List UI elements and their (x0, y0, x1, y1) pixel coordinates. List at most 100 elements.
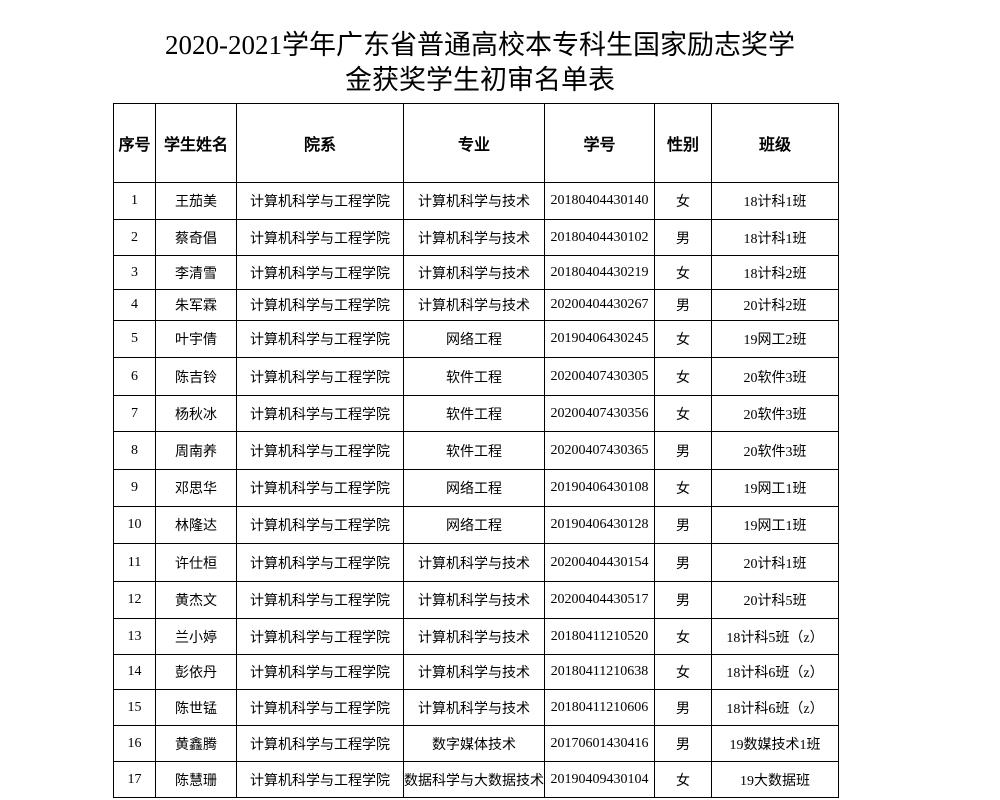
table-cell: 20200404430267 (544, 289, 655, 321)
table-cell: 计算机科学与工程学院 (236, 255, 404, 290)
column-header: 院系 (236, 103, 404, 183)
table-cell: 黄鑫腾 (155, 725, 237, 762)
column-header: 学号 (544, 103, 655, 183)
table-cell: 4 (113, 289, 156, 321)
table-cell: 叶宇倩 (155, 320, 237, 358)
table-cell: 20180404430140 (544, 182, 655, 220)
table-cell: 7 (113, 395, 156, 432)
table-cell: 陈世锰 (155, 689, 237, 726)
table-cell: 19数媒技术1班 (711, 725, 839, 762)
table-cell: 许仕桓 (155, 543, 237, 582)
table-cell: 男 (654, 689, 712, 726)
table-cell: 20软件3班 (711, 357, 839, 396)
table-cell: 18计科1班 (711, 219, 839, 256)
table-cell: 18计科6班（z） (711, 689, 839, 726)
table-row: 6 陈吉铃 计算机科学与工程学院 软件工程 20200407430305 女 20软件3班 (113, 357, 839, 396)
table-cell: 计算机科学与工程学院 (236, 289, 404, 321)
table-cell: 20190406430128 (544, 506, 655, 544)
table-row: 13 兰小婷 计算机科学与工程学院 计算机科学与技术 20180411210520 女 18… (113, 618, 839, 655)
table-cell: 男 (654, 581, 712, 619)
table-cell: 计算机科学与技术 (403, 618, 545, 655)
table-row: 11 许仕桓 计算机科学与工程学院 计算机科学与技术 20200404430154 男 20… (113, 543, 839, 582)
table-cell: 陈慧珊 (155, 761, 237, 798)
table-cell: 18计科2班 (711, 255, 839, 290)
table-cell: 女 (654, 320, 712, 358)
table-cell: 数据科学与大数据技术 (403, 761, 545, 798)
table-cell: 计算机科学与技术 (403, 182, 545, 220)
table-cell: 计算机科学与技术 (403, 654, 545, 690)
table-cell: 女 (654, 761, 712, 798)
table-cell: 计算机科学与工程学院 (236, 725, 404, 762)
table-row: 8 周南养 计算机科学与工程学院 软件工程 20200407430365 男 20软件3班 (113, 431, 839, 470)
table-cell: 18计科5班（z） (711, 618, 839, 655)
column-header: 性别 (654, 103, 712, 183)
table-cell: 3 (113, 255, 156, 290)
table-cell: 杨秋冰 (155, 395, 237, 432)
table-cell: 计算机科学与工程学院 (236, 543, 404, 582)
table-cell: 计算机科学与工程学院 (236, 357, 404, 396)
table-cell: 男 (654, 431, 712, 470)
table-cell: 朱军霖 (155, 289, 237, 321)
table-cell: 20170601430416 (544, 725, 655, 762)
title-line: 2020-2021学年广东省普通高校本专科生国家励志奖学 (165, 30, 795, 60)
table-row: 14 彭依丹 计算机科学与工程学院 计算机科学与技术 20180411210638 女 18… (113, 654, 839, 690)
table-cell: 兰小婷 (155, 618, 237, 655)
table-row: 16 黄鑫腾 计算机科学与工程学院 数字媒体技术 20170601430416 男 19数媒… (113, 725, 839, 762)
table-cell: 女 (654, 255, 712, 290)
table-cell: 周南养 (155, 431, 237, 470)
table-cell: 13 (113, 618, 156, 655)
table-cell: 计算机科学与技术 (403, 255, 545, 290)
table-cell: 计算机科学与工程学院 (236, 219, 404, 256)
table-cell: 网络工程 (403, 320, 545, 358)
table-cell: 计算机科学与技术 (403, 581, 545, 619)
table-cell: 17 (113, 761, 156, 798)
table-cell: 女 (654, 469, 712, 507)
table-cell: 计算机科学与工程学院 (236, 469, 404, 507)
table-cell: 20190406430108 (544, 469, 655, 507)
table-cell: 数字媒体技术 (403, 725, 545, 762)
table-cell: 软件工程 (403, 431, 545, 470)
table-cell: 计算机科学与技术 (403, 289, 545, 321)
column-header: 专业 (403, 103, 545, 183)
table-cell: 网络工程 (403, 469, 545, 507)
table-cell: 网络工程 (403, 506, 545, 544)
table-cell: 20180411210638 (544, 654, 655, 690)
table-cell: 软件工程 (403, 357, 545, 396)
table-cell: 20200407430365 (544, 431, 655, 470)
table-cell: 19网工2班 (711, 320, 839, 358)
table-cell: 15 (113, 689, 156, 726)
table-cell: 计算机科学与工程学院 (236, 182, 404, 220)
table-cell: 20200407430305 (544, 357, 655, 396)
table-row: 1 王茄美 计算机科学与工程学院 计算机科学与技术 20180404430140 女 18计… (113, 182, 839, 220)
table-cell: 18计科1班 (711, 182, 839, 220)
table-cell: 6 (113, 357, 156, 396)
table-cell: 8 (113, 431, 156, 470)
table-cell: 女 (654, 357, 712, 396)
table-cell: 计算机科学与工程学院 (236, 618, 404, 655)
table-cell: 计算机科学与技术 (403, 543, 545, 582)
table-row: 4 朱军霖 计算机科学与工程学院 计算机科学与技术 20200404430267 男 20计… (113, 289, 839, 321)
table-cell: 5 (113, 320, 156, 358)
table-cell: 女 (654, 618, 712, 655)
table-row: 2 蔡奇倡 计算机科学与工程学院 计算机科学与技术 20180404430102 男 18计… (113, 219, 839, 256)
table-cell: 男 (654, 219, 712, 256)
table-cell: 女 (654, 395, 712, 432)
table-cell: 蔡奇倡 (155, 219, 237, 256)
table-cell: 女 (654, 182, 712, 220)
column-header: 班级 (711, 103, 839, 183)
table-cell: 14 (113, 654, 156, 690)
table-cell: 20180404430102 (544, 219, 655, 256)
title-line: 金获奖学生初审名单表 (345, 65, 615, 95)
table-cell: 20软件3班 (711, 431, 839, 470)
table-row: 5 叶宇倩 计算机科学与工程学院 网络工程 20190406430245 女 19网工2班 (113, 320, 839, 358)
table-cell: 20190409430104 (544, 761, 655, 798)
table-cell: 计算机科学与技术 (403, 689, 545, 726)
table-cell: 计算机科学与工程学院 (236, 581, 404, 619)
table-cell: 1 (113, 182, 156, 220)
table-cell: 20软件3班 (711, 395, 839, 432)
table-cell: 计算机科学与工程学院 (236, 506, 404, 544)
column-header: 序号 (113, 103, 156, 183)
table-cell: 10 (113, 506, 156, 544)
table-cell: 男 (654, 289, 712, 321)
